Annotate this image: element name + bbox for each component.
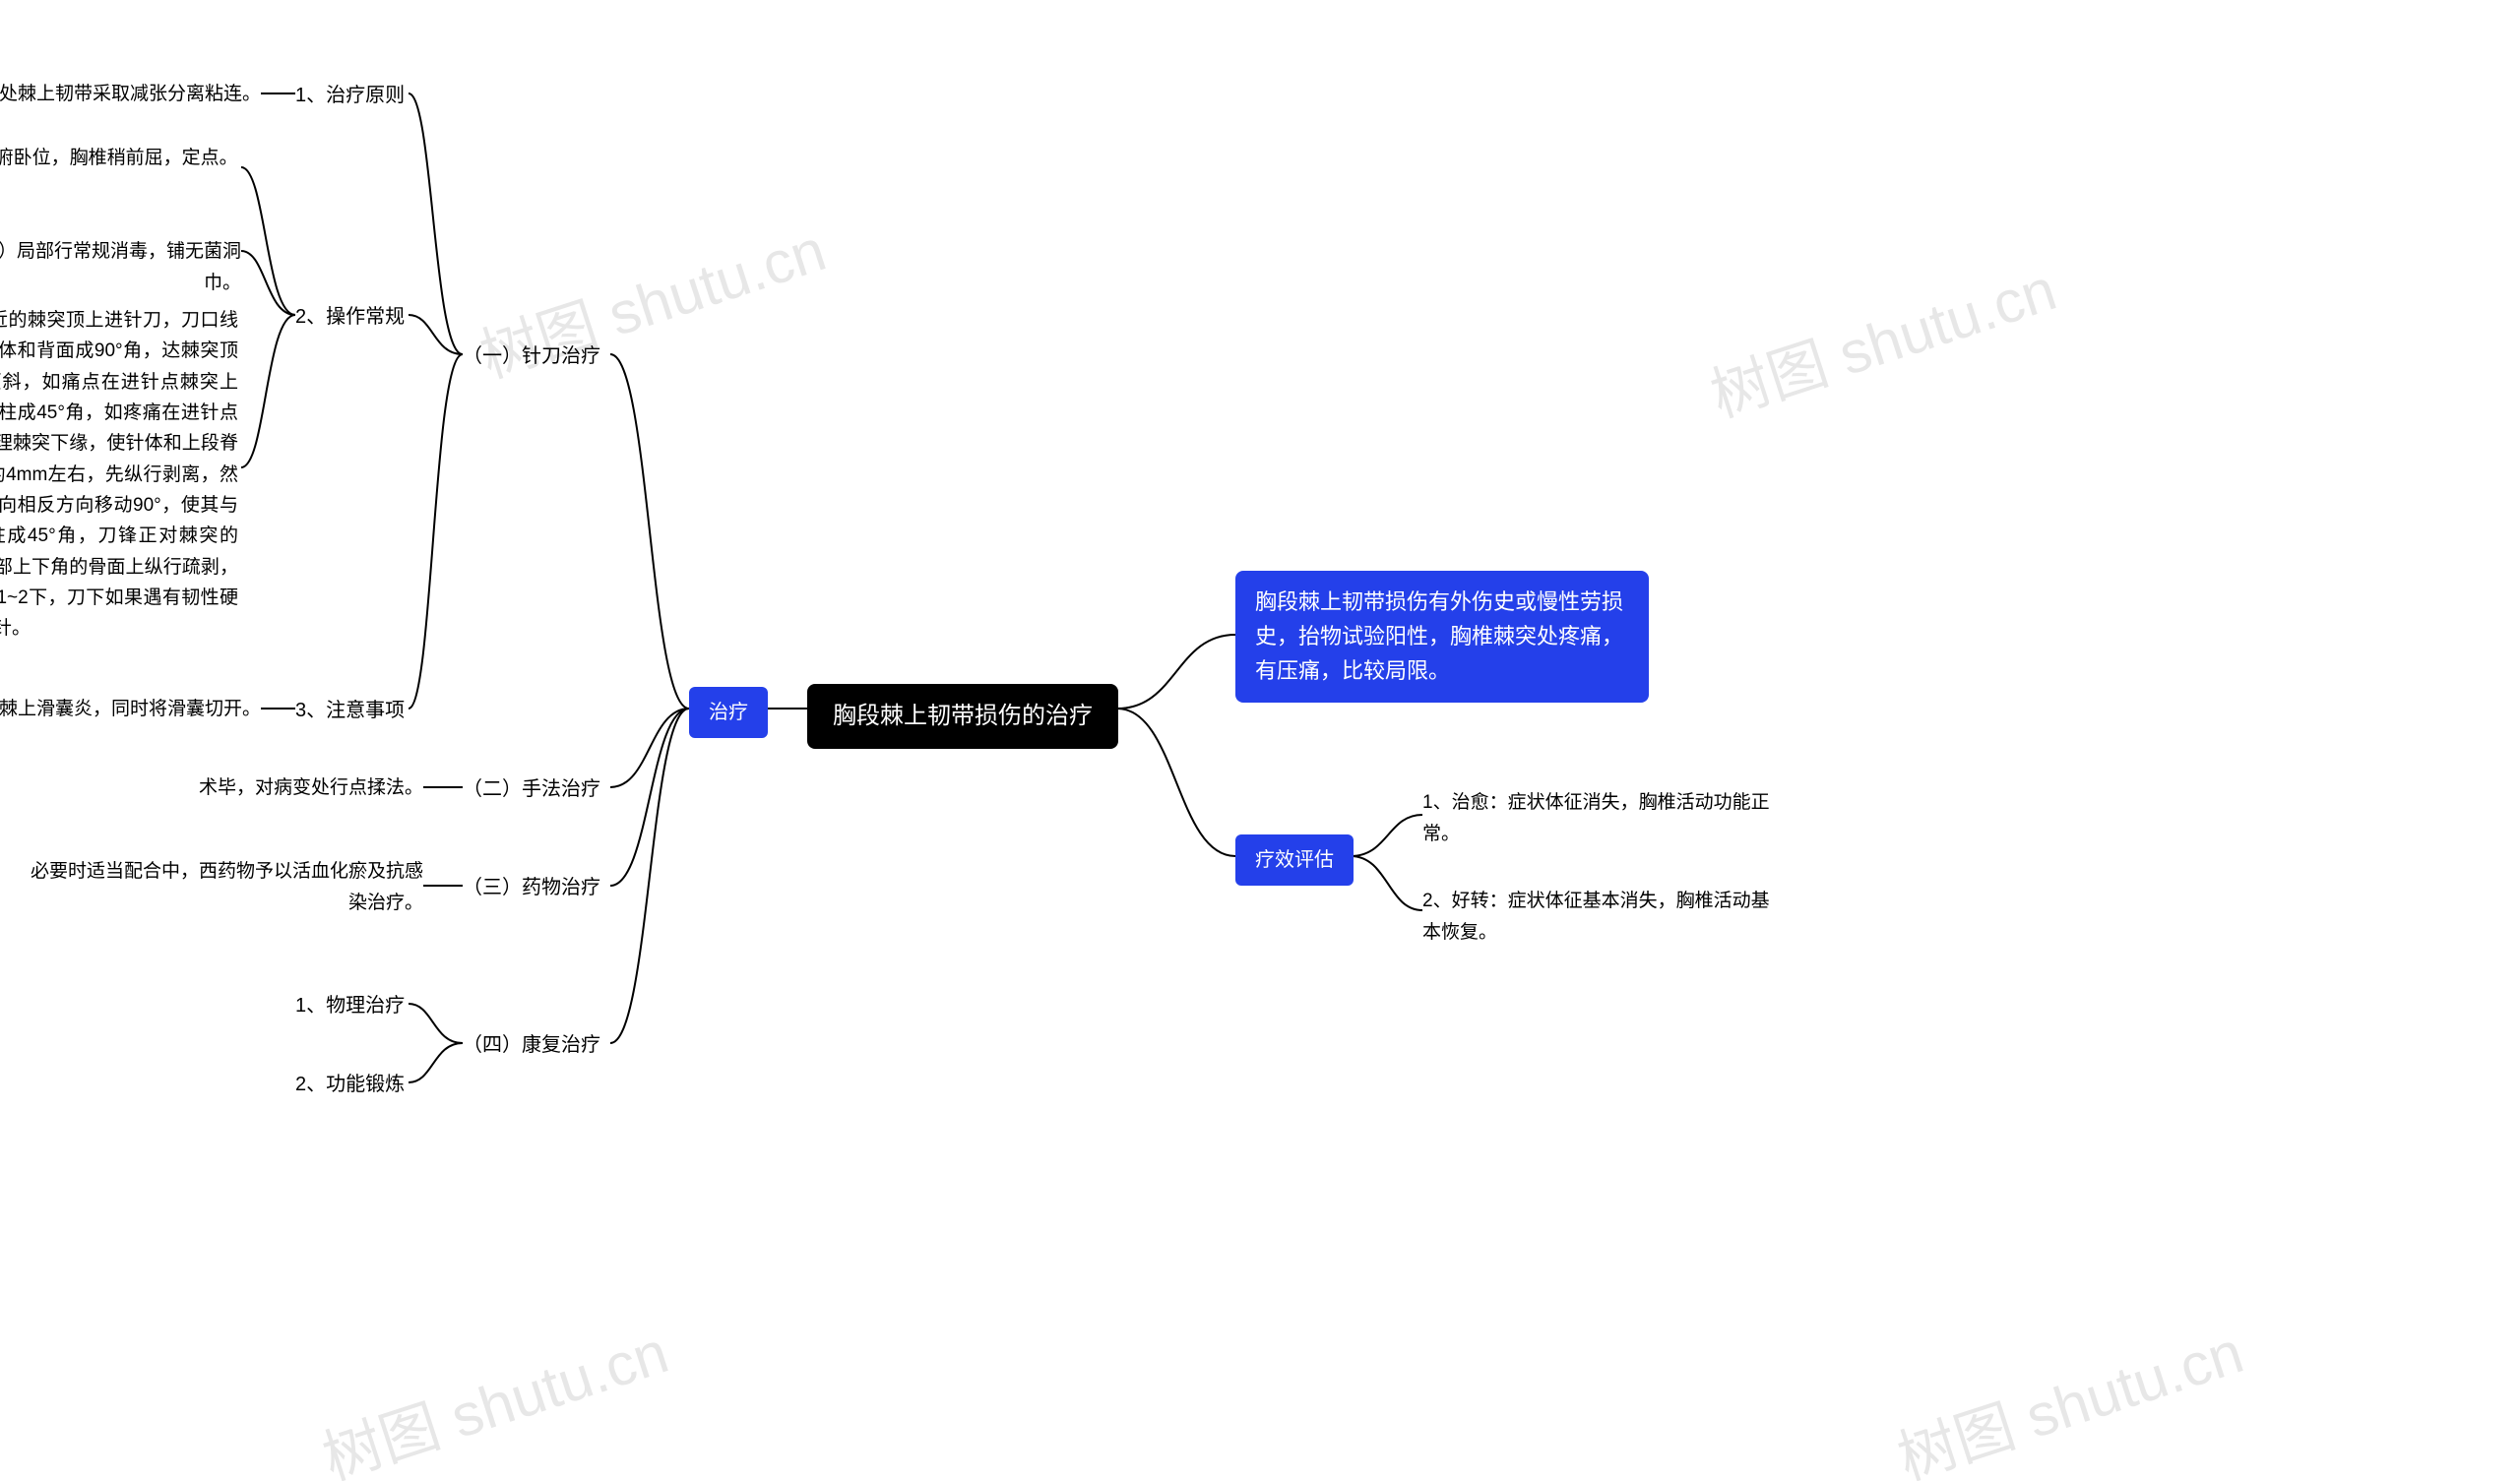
watermark: 树图 shutu.cn [1698,242,2065,434]
section-4[interactable]: （四）康复治疗 [463,1028,600,1062]
s1-item-2-d1: （1）患者取坐位或俯卧位，胸椎稍前屈，定点。 [0,143,238,174]
efficacy-node[interactable]: 疗效评估 [1235,834,1354,886]
connectors [0,0,2520,1481]
section-1[interactable]: （一）针刀治疗 [463,339,600,373]
s1-item-1[interactable]: 1、治疗原则 [295,79,405,112]
s1-item-2-d3: （3）在离压痛点最近的棘突顶上进针刀，刀口线和脊柱纵轴平行，针体和背面成90°角… [0,305,238,645]
root-node[interactable]: 胸段棘上韧带损伤的治疗 [807,684,1118,749]
efficacy-item-2: 2、好转：症状体征基本消失，胸椎活动基本恢复。 [1422,886,1787,950]
s2-detail: 术毕，对病变处行点揉法。 [79,772,423,804]
s3-detail: 必要时适当配合中，西药物予以活血化瘀及抗感染治疗。 [20,856,423,920]
watermark: 树图 shutu.cn [1885,1305,2252,1481]
s1-item-3[interactable]: 3、注意事项 [295,694,405,727]
treatment-node[interactable]: 治疗 [689,687,768,738]
s4-item-1: 1、物理治疗 [295,989,405,1022]
section-2[interactable]: （二）手法治疗 [463,772,600,806]
s4-item-2: 2、功能锻炼 [295,1068,405,1101]
s1-item-3-detail: 如合并棘上滑囊炎，同时将滑囊切开。 [0,694,261,725]
section-3[interactable]: （三）药物治疗 [463,871,600,904]
s1-item-1-detail: 对病灶处棘上韧带采取减张分离粘连。 [0,79,261,110]
watermark: 树图 shutu.cn [310,1305,677,1481]
desc-node[interactable]: 胸段棘上韧带损伤有外伤史或慢性劳损史，抬物试验阳性，胸椎棘突处疼痛，有压痛，比较… [1235,571,1649,703]
efficacy-item-1: 1、治愈：症状体征消失，胸椎活动功能正常。 [1422,787,1787,851]
s1-item-2[interactable]: 2、操作常规 [295,300,405,334]
s1-item-2-d2: （2）局部行常规消毒，铺无菌洞巾。 [0,236,241,300]
